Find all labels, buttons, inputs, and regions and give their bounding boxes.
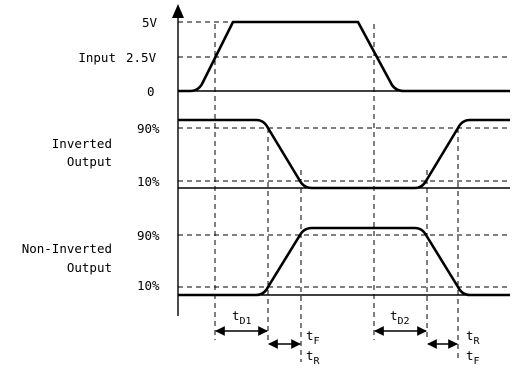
- td2-label: tD2: [390, 308, 410, 327]
- tf-left-label: tF: [306, 328, 320, 347]
- noninverted-label-line1: Non-Inverted: [22, 241, 112, 256]
- input-5v-label: 5V: [142, 15, 158, 30]
- inverted-90-label: 90%: [137, 121, 160, 136]
- input-0-label: 0: [147, 84, 155, 99]
- tr-left-label: tR: [306, 348, 321, 367]
- inverted-label-line1: Inverted: [52, 136, 112, 151]
- input-signal-label: Input: [78, 50, 116, 65]
- inverted-label-line2: Output: [67, 154, 112, 169]
- tr-right-label: tR: [466, 328, 481, 347]
- vertical-axis-arrow-icon: [172, 4, 184, 18]
- input-waveform: [178, 20, 510, 93]
- tf-right-label: tF: [466, 348, 480, 367]
- noninverted-10-label: 10%: [137, 278, 160, 293]
- inverted-10-label: 10%: [137, 174, 160, 189]
- td1-label: tD1: [232, 308, 252, 327]
- noninverted-90-label: 90%: [137, 228, 160, 243]
- input-2-5v-label: 2.5V: [126, 50, 157, 65]
- noninverted-label-line2: Output: [67, 260, 112, 275]
- noninverted-output-waveform: [178, 226, 510, 297]
- inverted-output-waveform: [178, 118, 510, 190]
